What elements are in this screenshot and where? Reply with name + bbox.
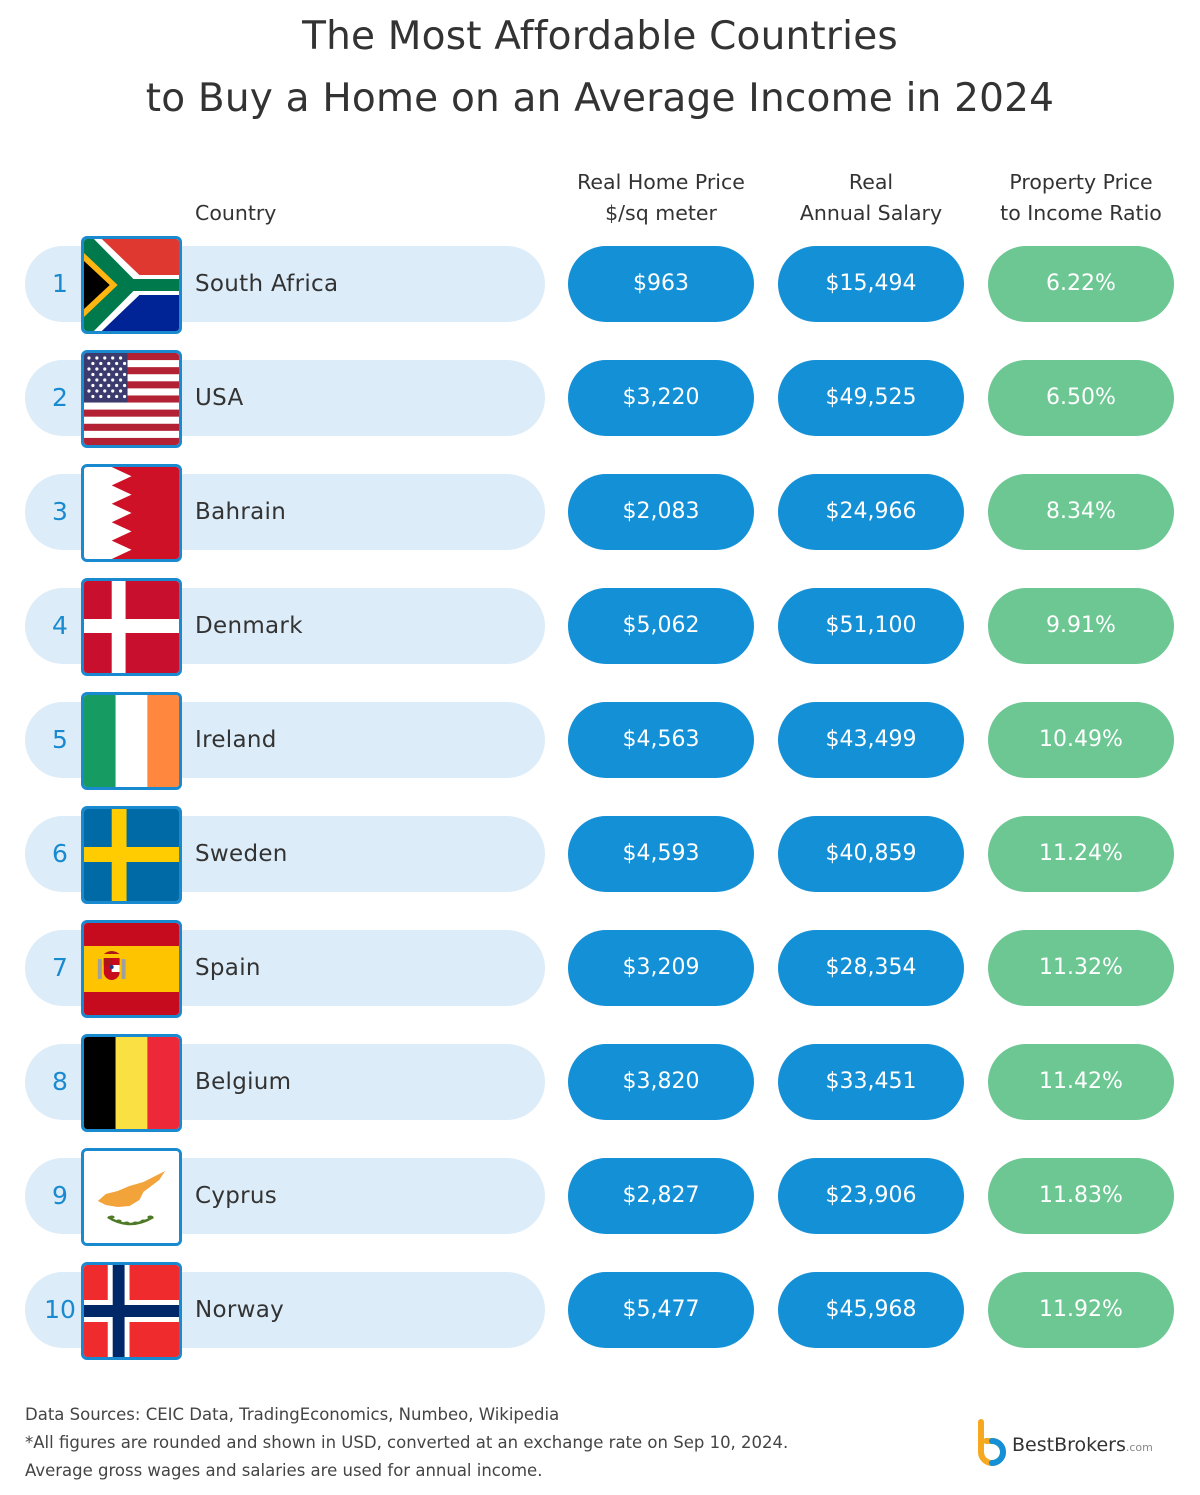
bahrain-flag-icon (81, 464, 182, 562)
country-name: Cyprus (195, 1183, 278, 1209)
column-header-price-line-2: $/sq meter (605, 201, 717, 225)
rank-number: 4 (52, 611, 68, 640)
price-income-ratio-value: 8.34% (988, 474, 1174, 550)
rank-number: 7 (52, 953, 68, 982)
country-name: USA (195, 385, 244, 411)
table-row: 5 Ireland $4,563 $43,499 10.49% (0, 692, 1200, 806)
rank-number: 1 (52, 269, 68, 298)
annual-salary-value: $15,494 (778, 246, 964, 322)
home-price-value: $5,477 (568, 1272, 754, 1348)
column-header-ratio: Property Price to Income Ratio (968, 167, 1194, 229)
price-income-ratio-value: 11.32% (988, 930, 1174, 1006)
column-header-price-line-1: Real Home Price (577, 170, 745, 194)
price-income-ratio-value: 6.50% (988, 360, 1174, 436)
price-income-ratio-value: 11.42% (988, 1044, 1174, 1120)
home-price-value: $5,062 (568, 588, 754, 664)
home-price-value: $2,083 (568, 474, 754, 550)
column-header-salary: Real Annual Salary (758, 167, 984, 229)
column-header-price: Real Home Price $/sq meter (548, 167, 774, 229)
chart-title-line-2: to Buy a Home on an Average Income in 20… (145, 76, 1055, 121)
price-income-ratio-value: 6.22% (988, 246, 1174, 322)
column-header-country-label: Country (195, 201, 277, 225)
column-header-salary-line-2: Annual Salary (799, 201, 943, 225)
cyprus-flag-icon (81, 1148, 182, 1246)
annual-salary-value: $40,859 (778, 816, 964, 892)
table-row: 10 Norway $5,477 $45,968 11.92% (0, 1262, 1200, 1376)
country-name: Belgium (195, 1069, 292, 1095)
price-income-ratio-value: 11.83% (988, 1158, 1174, 1234)
home-price-value: $963 (568, 246, 754, 322)
country-name: Norway (195, 1297, 285, 1323)
country-name: Spain (195, 955, 261, 981)
rank-number: 8 (52, 1067, 68, 1096)
annual-salary-value: $33,451 (778, 1044, 964, 1120)
brand-name: BestBrokers (1012, 1434, 1126, 1456)
column-header-salary-line-1: Real (848, 170, 894, 194)
south-africa-flag-icon (81, 236, 182, 334)
price-income-ratio-value: 10.49% (988, 702, 1174, 778)
belgium-flag-icon (81, 1034, 182, 1132)
annual-salary-value: $43,499 (778, 702, 964, 778)
annual-salary-value: $28,354 (778, 930, 964, 1006)
table-row: 4 Denmark $5,062 $51,100 9.91% (0, 578, 1200, 692)
denmark-flag-icon (81, 578, 182, 676)
table-row: 3 Bahrain $2,083 $24,966 8.34% (0, 464, 1200, 578)
table-row: 2 (0, 350, 1200, 464)
spain-flag-icon (81, 920, 182, 1018)
usa-flag-icon (81, 350, 182, 448)
ireland-flag-icon (81, 692, 182, 790)
rank-number: 6 (52, 839, 68, 868)
column-header-ratio-line-1: Property Price (1009, 170, 1153, 194)
usd-conversion-note: *All figures are rounded and shown in US… (25, 1433, 789, 1452)
country-name: Bahrain (195, 499, 287, 525)
table-row: 9 Cyprus $2,827 $23,906 11.83% (0, 1148, 1200, 1262)
price-income-ratio-value: 11.92% (988, 1272, 1174, 1348)
bestbrokers-logo-icon (978, 1419, 1006, 1466)
column-header-ratio-line-2: to Income Ratio (1000, 201, 1162, 225)
home-price-value: $3,220 (568, 360, 754, 436)
data-sources-note: Data Sources: CEIC Data, TradingEconomic… (25, 1405, 560, 1424)
brand-wordmark: BestBrokers.com (1012, 1434, 1153, 1456)
home-price-value: $3,820 (568, 1044, 754, 1120)
norway-flag-icon (81, 1262, 182, 1360)
annual-salary-value: $24,966 (778, 474, 964, 550)
column-header-country: Country (195, 198, 276, 229)
country-name: Ireland (195, 727, 277, 753)
brand-suffix: .com (1125, 1441, 1153, 1454)
annual-salary-value: $49,525 (778, 360, 964, 436)
annual-salary-value: $23,906 (778, 1158, 964, 1234)
home-price-value: $4,563 (568, 702, 754, 778)
bestbrokers-logo: BestBrokers.com (972, 1418, 1182, 1470)
home-price-value: $3,209 (568, 930, 754, 1006)
price-income-ratio-value: 11.24% (988, 816, 1174, 892)
rank-number: 9 (52, 1181, 68, 1210)
chart-title-line-1: The Most Affordable Countries (302, 14, 898, 59)
annual-salary-value: $51,100 (778, 588, 964, 664)
wages-note: Average gross wages and salaries are use… (25, 1461, 543, 1480)
rank-number: 3 (52, 497, 68, 526)
table-row: 6 Sweden $4,593 $40,859 11.24% (0, 806, 1200, 920)
country-name: Denmark (195, 613, 303, 639)
sweden-flag-icon (81, 806, 182, 904)
rank-number: 10 (44, 1295, 76, 1324)
home-price-value: $4,593 (568, 816, 754, 892)
home-price-value: $2,827 (568, 1158, 754, 1234)
price-income-ratio-value: 9.91% (988, 588, 1174, 664)
table-row: 7 Spain $3,209 $28,354 11.32% (0, 920, 1200, 1034)
rank-number: 2 (52, 383, 68, 412)
annual-salary-value: $45,968 (778, 1272, 964, 1348)
table-row: 1 South Africa $963 $15,494 6.22% (0, 236, 1200, 350)
rank-number: 5 (52, 725, 68, 754)
table-row: 8 Belgium $3,820 $33,451 11.42% (0, 1034, 1200, 1148)
country-name: South Africa (195, 271, 339, 297)
country-name: Sweden (195, 841, 288, 867)
